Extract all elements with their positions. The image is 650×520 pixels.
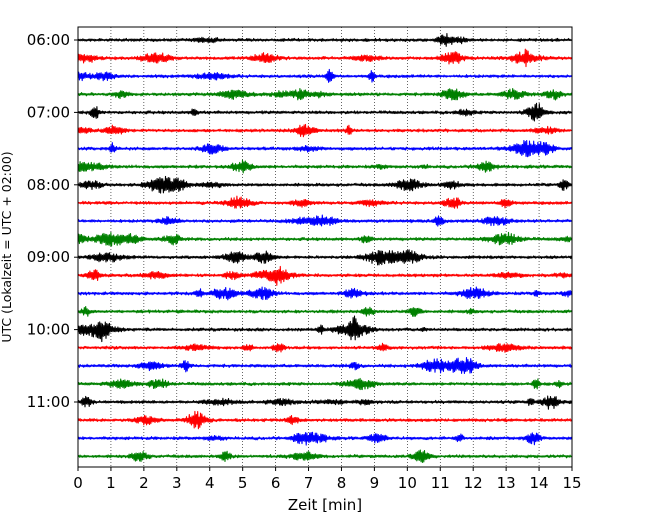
trace-line [77, 315, 572, 343]
trace-line [77, 342, 573, 353]
y-tick-label: 09:00 [27, 248, 70, 266]
x-axis-label: Zeit [min] [288, 496, 362, 514]
trace-line [77, 87, 573, 101]
x-tick-label: 11 [431, 474, 450, 492]
trace-line [77, 286, 573, 301]
trace-line [77, 68, 572, 83]
y-axis-ticks: 06:00 07:00 08:00 09:00 10:00 11:00 [27, 31, 78, 411]
x-tick-label: 14 [530, 474, 549, 492]
trace-line [77, 377, 572, 391]
y-tick-label: 11:00 [27, 393, 70, 411]
x-tick-label: 13 [497, 474, 516, 492]
x-tick-label: 5 [238, 474, 248, 492]
trace-line [77, 175, 573, 194]
trace-line [77, 306, 572, 317]
trace-line [77, 123, 572, 138]
trace-line [77, 139, 573, 158]
y-tick-label: 10:00 [27, 321, 70, 339]
plot-background [78, 27, 572, 467]
trace-line [77, 265, 573, 286]
trace-line [77, 159, 572, 174]
y-tick-label: 08:00 [27, 176, 70, 194]
plot-frame [77, 26, 573, 468]
x-tick-label: 9 [370, 474, 380, 492]
trace-line [77, 195, 572, 209]
trace-line [77, 48, 573, 68]
trace-layer [77, 33, 573, 464]
y-axis-label: UTC (Lokalzeit = UTC + 02:00) [0, 151, 14, 342]
y-tick-label: 06:00 [27, 31, 70, 49]
trace-line [77, 357, 573, 375]
x-tick-label: 8 [337, 474, 347, 492]
trace-line [77, 410, 573, 430]
x-tick-label: 10 [398, 474, 417, 492]
x-tick-label: 4 [205, 474, 215, 492]
trace-line [77, 231, 573, 247]
x-tick-label: 12 [464, 474, 483, 492]
trace-line [77, 249, 573, 266]
trace-line [77, 102, 572, 122]
x-tick-label: 15 [562, 474, 581, 492]
x-tick-label: 1 [106, 474, 116, 492]
x-tick-label: 0 [73, 474, 83, 492]
x-tick-label: 7 [304, 474, 314, 492]
trace-line [77, 431, 573, 446]
trace-line [77, 214, 572, 227]
vertical-grid [110, 27, 540, 467]
y-tick-label: 07:00 [27, 103, 70, 121]
x-axis-ticks: 0 1 2 3 4 5 6 7 8 9 10 11 12 13 14 15 [73, 467, 582, 492]
trace-line [77, 33, 572, 47]
x-tick-label: 3 [172, 474, 182, 492]
trace-line [77, 395, 573, 410]
x-tick-label: 6 [271, 474, 281, 492]
x-tick-label: 2 [139, 474, 149, 492]
trace-line [77, 449, 572, 464]
